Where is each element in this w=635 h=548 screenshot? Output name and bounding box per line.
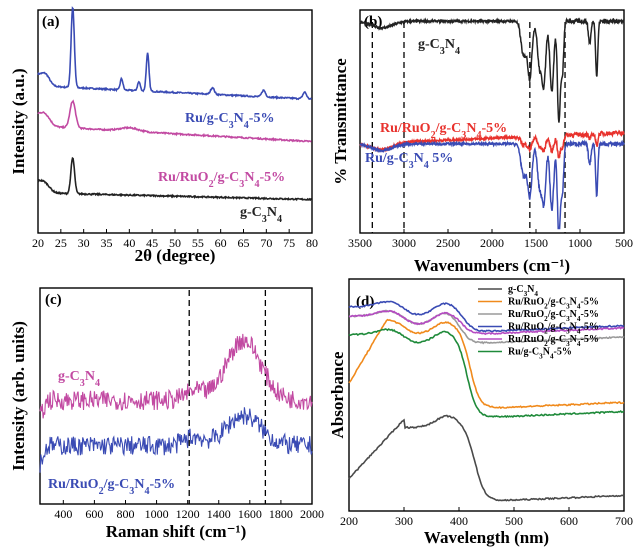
series-line: [348, 300, 625, 333]
annotation-ruo2: Ru/RuO2/g-C3N4-5%: [158, 170, 285, 190]
plot-frame: [39, 287, 313, 505]
panel-a: 20 25 30 35 40 45 50 55 60 65 70 75 80 (a) 2θ (degree)…: [9, 6, 318, 265]
legend-label: Ru/RuO2/g-C3N4-5%: [508, 334, 599, 348]
plot-frame: [348, 278, 625, 512]
x-tick-label: 400: [54, 507, 72, 521]
annotation-ru: Ru/g-C3N4-5%: [185, 111, 274, 131]
x-tick-label: 70: [260, 236, 272, 250]
annotation-gcn: g-C3N4: [418, 37, 460, 57]
y-axis-label: Absorbance: [328, 351, 347, 438]
x-tick-label: 35: [101, 236, 113, 250]
annotation-ruo2: Ru/RuO2/g-C3N4-5%: [380, 121, 507, 141]
x-axis-label: Raman shift (cm⁻¹): [106, 522, 247, 541]
legend-label: Ru/g-C3N4-5%: [508, 347, 572, 361]
legend-label: Ru/RuO2/g-C3N4-5%: [508, 297, 599, 311]
x-tick-label: 60: [215, 236, 227, 250]
x-tick-label: 45: [146, 236, 158, 250]
series-line: [37, 156, 312, 202]
y-axis-label: Intensity (a.u.): [9, 68, 28, 174]
x-tick-label: 30: [78, 236, 90, 250]
x-tick-label: 55: [192, 236, 204, 250]
x-axis-label: Wavelength (nm): [424, 528, 549, 547]
panel-b: 3500 3000 2500 2000 1500 1000 500(b)Wavenumber…: [331, 9, 633, 275]
x-tick-label: 700: [615, 514, 633, 528]
x-tick-label: 1600: [238, 507, 262, 521]
series-line: [348, 414, 625, 502]
x-tick-label: 300: [395, 514, 413, 528]
x-tick-label: 80: [306, 236, 318, 250]
annotation-ru: Ru/g-C3N4 5%: [365, 151, 453, 171]
series-line: [39, 333, 313, 419]
x-tick-label: 1500: [524, 236, 548, 250]
x-tick-label: 500: [615, 236, 633, 250]
x-axis-label: 2θ (degree): [135, 246, 216, 265]
series-line: [39, 407, 313, 473]
x-tick-label: 1000: [568, 236, 592, 250]
x-tick-label: 3500: [348, 236, 372, 250]
legend-label: g-C3N4: [508, 284, 538, 298]
x-tick-label: 1400: [207, 507, 231, 521]
x-tick-label: 1000: [145, 507, 169, 521]
x-tick-label: 1800: [269, 507, 293, 521]
x-tick-label: 400: [450, 514, 468, 528]
legend: g-C3N4Ru/RuO2/g-C3N4-5%Ru/RuO2/g-C3N4-5%…: [478, 284, 599, 361]
x-tick-label: 800: [116, 507, 134, 521]
series-line: [359, 17, 625, 123]
series-line: [37, 6, 313, 101]
y-axis-label: % Transmittance: [331, 58, 350, 185]
legend-label: Ru/RuO2/g-C3N4-5%: [508, 322, 599, 336]
x-tick-label: 1200: [176, 507, 200, 521]
x-tick-label: 65: [238, 236, 250, 250]
annotation-gcn: g-C3N4: [240, 205, 282, 225]
x-axis-label: Wavenumbers (cm⁻¹): [414, 256, 570, 275]
series-line: [37, 99, 312, 143]
panel-d: 200 300 400 500 600 700(d)Wavelength (nm)Abso…: [328, 278, 633, 547]
x-tick-label: 20: [32, 236, 44, 250]
series-line: [348, 328, 625, 419]
series-line: [359, 139, 625, 230]
series-line: [359, 129, 625, 159]
panel-label: (c): [45, 292, 62, 308]
annotation-gcn: g-C3N4: [58, 369, 100, 389]
x-tick-label: 200: [340, 514, 358, 528]
series-line: [348, 318, 625, 410]
x-tick-label: 600: [560, 514, 578, 528]
x-tick-label: 2000: [300, 507, 324, 521]
x-tick-label: 500: [505, 514, 523, 528]
y-axis-label: Intensity (arb. units): [9, 321, 28, 471]
panel-c: 400 600 800 1000 1200 1400 1600 1800 2000 (c) Rama…: [9, 287, 324, 541]
annotation-ruo2: Ru/RuO2/g-C3N4-5%: [48, 477, 175, 497]
x-tick-label: 50: [169, 236, 181, 250]
x-tick-label: 75: [283, 236, 295, 250]
panel-label: (a): [42, 14, 60, 30]
legend-label: Ru/RuO2/g-C3N4-5%: [508, 309, 599, 323]
series-line: [349, 309, 625, 336]
x-tick-label: 600: [85, 507, 103, 521]
x-tick-label: 3000: [392, 236, 416, 250]
x-tick-label: 2500: [436, 236, 460, 250]
x-tick-label: 40: [123, 236, 135, 250]
x-tick-label: 2000: [480, 236, 504, 250]
x-tick-label: 25: [55, 236, 67, 250]
